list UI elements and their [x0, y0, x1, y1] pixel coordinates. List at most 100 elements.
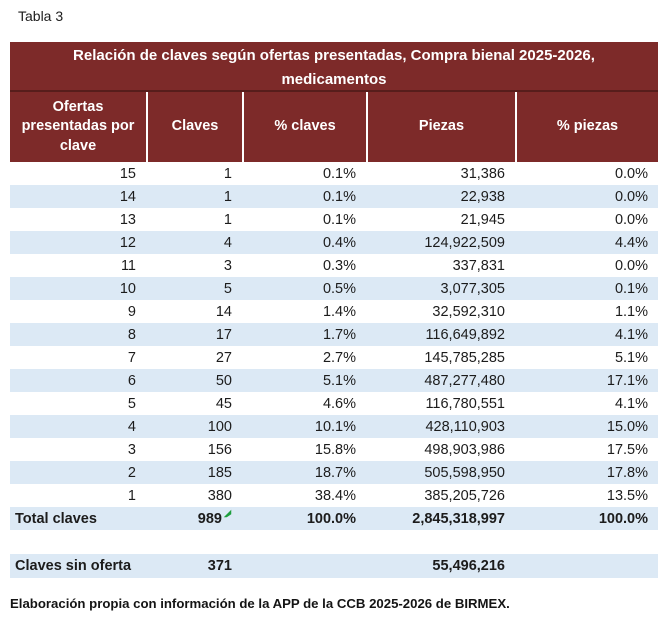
cell-value: 13.5%: [606, 487, 648, 504]
cell-value: 17.8%: [606, 464, 648, 481]
no-offer-row: Claves sin oferta 371 55,496,216: [10, 554, 658, 578]
cell-pct-claves: 0.1%: [242, 189, 366, 205]
cell-pct-claves: 0.1%: [242, 212, 366, 228]
cell-value: 0.1%: [322, 211, 356, 228]
table-row: 6 50 5.1% 487,277,480 17.1%: [10, 369, 658, 392]
cell-value: 100: [207, 418, 232, 435]
cell-ofertas: Total claves: [10, 511, 146, 527]
cell-claves: 17: [146, 327, 242, 343]
cell-value: 5.1%: [614, 349, 648, 366]
cell-claves: 1: [146, 166, 242, 182]
cell-value: 0.1%: [322, 188, 356, 205]
cell-pct-claves: 0.5%: [242, 281, 366, 297]
column-header-piezas: Piezas: [366, 92, 515, 162]
cell-value: 1: [127, 487, 136, 504]
cell-pct-piezas: 17.1%: [515, 373, 658, 389]
table-number-label: Tabla 3: [18, 8, 64, 24]
cell-value: 2.7%: [322, 349, 356, 366]
cell-claves: 1: [146, 212, 242, 228]
cell-ofertas: 10: [10, 281, 146, 297]
cell-value: 2,845,318,997: [412, 510, 505, 527]
cell-ofertas: 1: [10, 488, 146, 504]
cell-value: 17.5%: [606, 441, 648, 458]
cell-value: 145,785,285: [424, 349, 505, 366]
cell-claves: 4: [146, 235, 242, 251]
cell-value: 100.0%: [306, 510, 356, 527]
cell-value: 9: [127, 303, 136, 320]
cell-piezas: 385,205,726: [366, 488, 515, 504]
cell-claves: 45: [146, 396, 242, 412]
cell-value: 38.4%: [314, 487, 356, 504]
cell-pct-claves: 100.0%: [242, 511, 366, 527]
cell-value: 4.1%: [614, 395, 648, 412]
cell-piezas: 31,386: [366, 166, 515, 182]
table-row: 7 27 2.7% 145,785,285 5.1%: [10, 346, 658, 369]
cell-value: 22,938: [460, 188, 505, 205]
cell-value: 428,110,903: [425, 418, 505, 435]
cell-value: 498,903,986: [424, 441, 505, 458]
column-header-ofertas: Ofertas presentadas por clave: [21, 98, 135, 154]
table-row: 13 1 0.1% 21,945 0.0%: [10, 208, 658, 231]
cell-value: 4.1%: [614, 326, 648, 343]
table-row: 10 5 0.5% 3,077,305 0.1%: [10, 277, 658, 300]
cell-piezas: 505,598,950: [366, 465, 515, 481]
cell-value: 2: [127, 464, 136, 481]
cell-value: 0.4%: [322, 234, 356, 251]
cell-value: 116,780,551: [425, 395, 505, 412]
cell-value: 0.0%: [614, 188, 648, 205]
cell-claves: 50: [146, 373, 242, 389]
cell-value: 6: [127, 372, 136, 389]
cell-ofertas: 2: [10, 465, 146, 481]
cell-value: 0.5%: [322, 280, 356, 297]
cell-value: 505,598,950: [424, 464, 505, 481]
table-row: Claves sin oferta 371 55,496,216: [10, 554, 658, 578]
cell-piezas: 145,785,285: [366, 350, 515, 366]
cell-value: 14: [215, 303, 232, 320]
cell-value: 10: [119, 280, 136, 297]
cell-piezas: 498,903,986: [366, 442, 515, 458]
cell-pct-piezas: 1.1%: [515, 304, 658, 320]
cell-ofertas: 14: [10, 189, 146, 205]
table-row: Total claves 989 100.0% 2,845,318,997 100.0%: [10, 507, 658, 530]
cell-value: 12: [119, 234, 136, 251]
cell-value: 0.1%: [322, 165, 356, 182]
cell-piezas: 487,277,480: [366, 373, 515, 389]
cell-value: 989: [197, 510, 222, 527]
cell-piezas: 116,649,892: [366, 327, 515, 343]
cell-pct-piezas: 4.4%: [515, 235, 658, 251]
table-body: 15 1 0.1% 31,386 0.0% 14 1 0.1% 22,938 0.0% 13 1 0.1…: [10, 162, 658, 530]
cell-pct-claves: 2.7%: [242, 350, 366, 366]
cell-value: 45: [215, 395, 232, 412]
cell-piezas: 428,110,903: [366, 419, 515, 435]
cell-pct-claves: 0.4%: [242, 235, 366, 251]
cell-value: 1.7%: [322, 326, 356, 343]
table-row: 5 45 4.6% 116,780,551 4.1%: [10, 392, 658, 415]
cell-value: 8: [127, 326, 136, 343]
cell-value: 7: [127, 349, 136, 366]
cell-value: 21,945: [460, 211, 505, 228]
cell-value: 1.1%: [614, 303, 648, 320]
cell-piezas: 22,938: [366, 189, 515, 205]
cell-value: 185: [207, 464, 232, 481]
cell-claves: 100: [146, 419, 242, 435]
cell-value: 31,386: [460, 165, 505, 182]
cell-value: 3,077,305: [440, 280, 505, 297]
cell-value: 1: [223, 188, 232, 205]
cell-value: 5: [223, 280, 232, 297]
cell-value: 55,496,216: [432, 558, 505, 574]
cell-ofertas: Claves sin oferta: [10, 558, 146, 574]
cell-value: 124,922,509: [424, 234, 505, 251]
cell-value: 1: [223, 165, 232, 182]
cell-piezas: 124,922,509: [366, 235, 515, 251]
cell-claves: 185: [146, 465, 242, 481]
cell-value: 15.0%: [606, 418, 648, 435]
cell-ofertas: 13: [10, 212, 146, 228]
cell-value: 15: [119, 165, 136, 182]
table-row: 11 3 0.3% 337,831 0.0%: [10, 254, 658, 277]
cell-pct-claves: 38.4%: [242, 488, 366, 504]
cell-value: 0.0%: [614, 257, 648, 274]
cell-value: 371: [207, 558, 232, 574]
cell-value: Total claves: [15, 510, 97, 527]
table-row: 8 17 1.7% 116,649,892 4.1%: [10, 323, 658, 346]
